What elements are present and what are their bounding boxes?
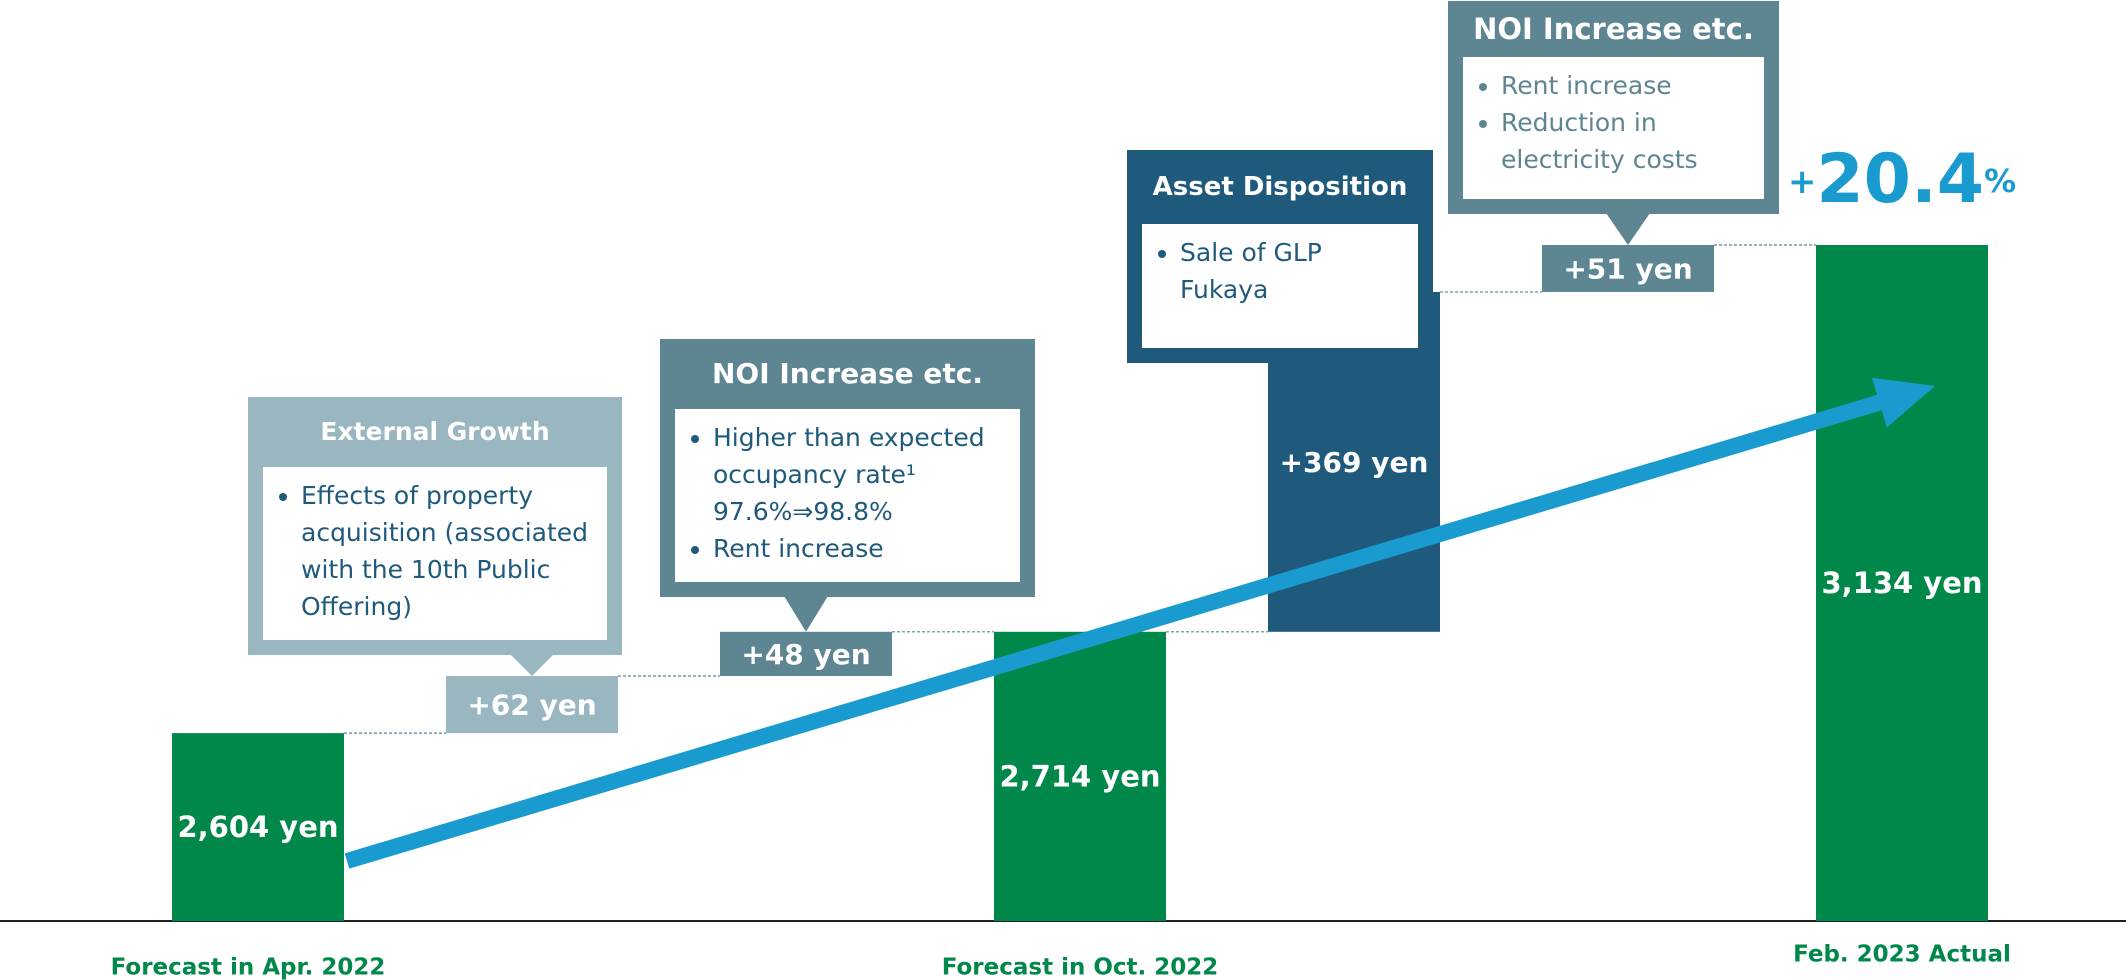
bar bbox=[1542, 244, 1714, 292]
bar bbox=[446, 676, 618, 734]
callout-pointer bbox=[510, 654, 554, 677]
growth-annotation: +20.4% bbox=[1788, 140, 2016, 219]
callout: NOI Increase etc. Rent increaseReduction … bbox=[1448, 1, 1779, 214]
value-label: +369 yen bbox=[1280, 446, 1429, 479]
bullet-list: Sale of GLP Fukaya bbox=[1142, 224, 1418, 308]
bullet-list: Higher than expected occupancy rate¹ 97.… bbox=[675, 409, 1020, 567]
callout-title: External Growth bbox=[320, 417, 550, 446]
bullet-list: Rent increaseReduction in electricity co… bbox=[1463, 57, 1764, 178]
category-label: Feb. 2023 Actual bbox=[1793, 942, 2011, 968]
trend-arrow bbox=[344, 393, 1886, 869]
value-label: 3,134 yen bbox=[1821, 566, 1982, 600]
bar bbox=[1816, 244, 1988, 922]
bar bbox=[172, 733, 344, 921]
callout-title: NOI Increase etc. bbox=[711, 357, 984, 390]
bullet: Reduction in electricity costs bbox=[1501, 104, 1750, 178]
value-label: 2,714 yen bbox=[999, 759, 1160, 793]
bar bbox=[720, 631, 892, 677]
trend-arrow-head bbox=[1871, 377, 1935, 428]
value-label: +62 yen bbox=[467, 689, 596, 722]
bullet: Sale of GLP Fukaya bbox=[1180, 234, 1404, 308]
bullet: Rent increase bbox=[1501, 67, 1750, 104]
callout: NOI Increase etc. Higher than expected oc… bbox=[660, 339, 1035, 597]
callout-body: Effects of property acquisition (associa… bbox=[263, 467, 607, 640]
category-label: Forecast in Oct. 2022 bbox=[942, 955, 1219, 980]
value-label: +51 yen bbox=[1563, 252, 1692, 285]
callout-pointer bbox=[784, 596, 828, 632]
callout: Asset Disposition Sale of GLP Fukaya bbox=[1127, 150, 1433, 363]
callout-body: Rent increaseReduction in electricity co… bbox=[1463, 57, 1764, 199]
callout-title: Asset Disposition bbox=[1152, 172, 1408, 202]
bar bbox=[994, 631, 1166, 921]
callout-body: Higher than expected occupancy rate¹ 97.… bbox=[675, 409, 1020, 582]
bullet: Rent increase bbox=[713, 530, 1006, 567]
value-label: +48 yen bbox=[741, 638, 870, 671]
callout-title: NOI Increase etc. bbox=[1473, 12, 1754, 46]
bullet-list: Effects of property acquisition (associa… bbox=[263, 467, 607, 625]
value-label: 2,604 yen bbox=[177, 810, 338, 844]
bullet: Effects of property acquisition (associa… bbox=[301, 477, 593, 625]
bullet: Higher than expected occupancy rate¹ 97.… bbox=[713, 419, 1006, 530]
callout: External Growth Effects of property acqui… bbox=[248, 397, 622, 655]
callout-pointer bbox=[1606, 213, 1650, 245]
callout-body: Sale of GLP Fukaya bbox=[1142, 224, 1418, 348]
category-label: Forecast in Apr. 2022 bbox=[111, 955, 386, 980]
